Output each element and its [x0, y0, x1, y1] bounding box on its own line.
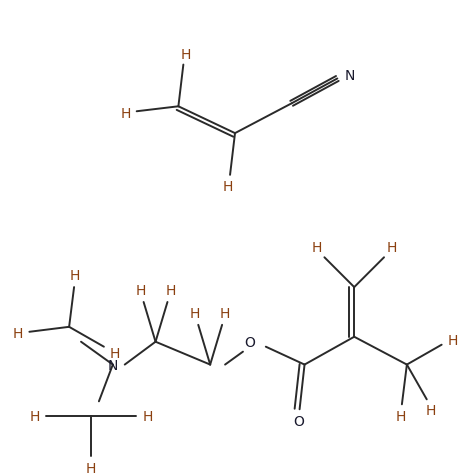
- Text: H: H: [180, 48, 191, 61]
- Text: H: H: [29, 409, 39, 423]
- Text: H: H: [223, 179, 233, 193]
- Text: H: H: [447, 333, 458, 347]
- Text: H: H: [70, 268, 80, 283]
- Text: H: H: [136, 284, 146, 298]
- Text: H: H: [165, 284, 176, 298]
- Text: H: H: [220, 306, 230, 320]
- Text: N: N: [345, 69, 356, 83]
- Text: H: H: [426, 404, 436, 417]
- Text: O: O: [245, 335, 255, 349]
- Text: H: H: [387, 241, 397, 255]
- Text: H: H: [109, 346, 120, 360]
- Text: H: H: [396, 409, 406, 423]
- Text: H: H: [311, 241, 322, 255]
- Text: H: H: [86, 461, 96, 475]
- Text: H: H: [142, 409, 153, 423]
- Text: O: O: [293, 414, 304, 428]
- Text: H: H: [12, 326, 23, 340]
- Text: H: H: [190, 306, 201, 320]
- Text: H: H: [120, 107, 131, 121]
- Text: N: N: [108, 358, 118, 372]
